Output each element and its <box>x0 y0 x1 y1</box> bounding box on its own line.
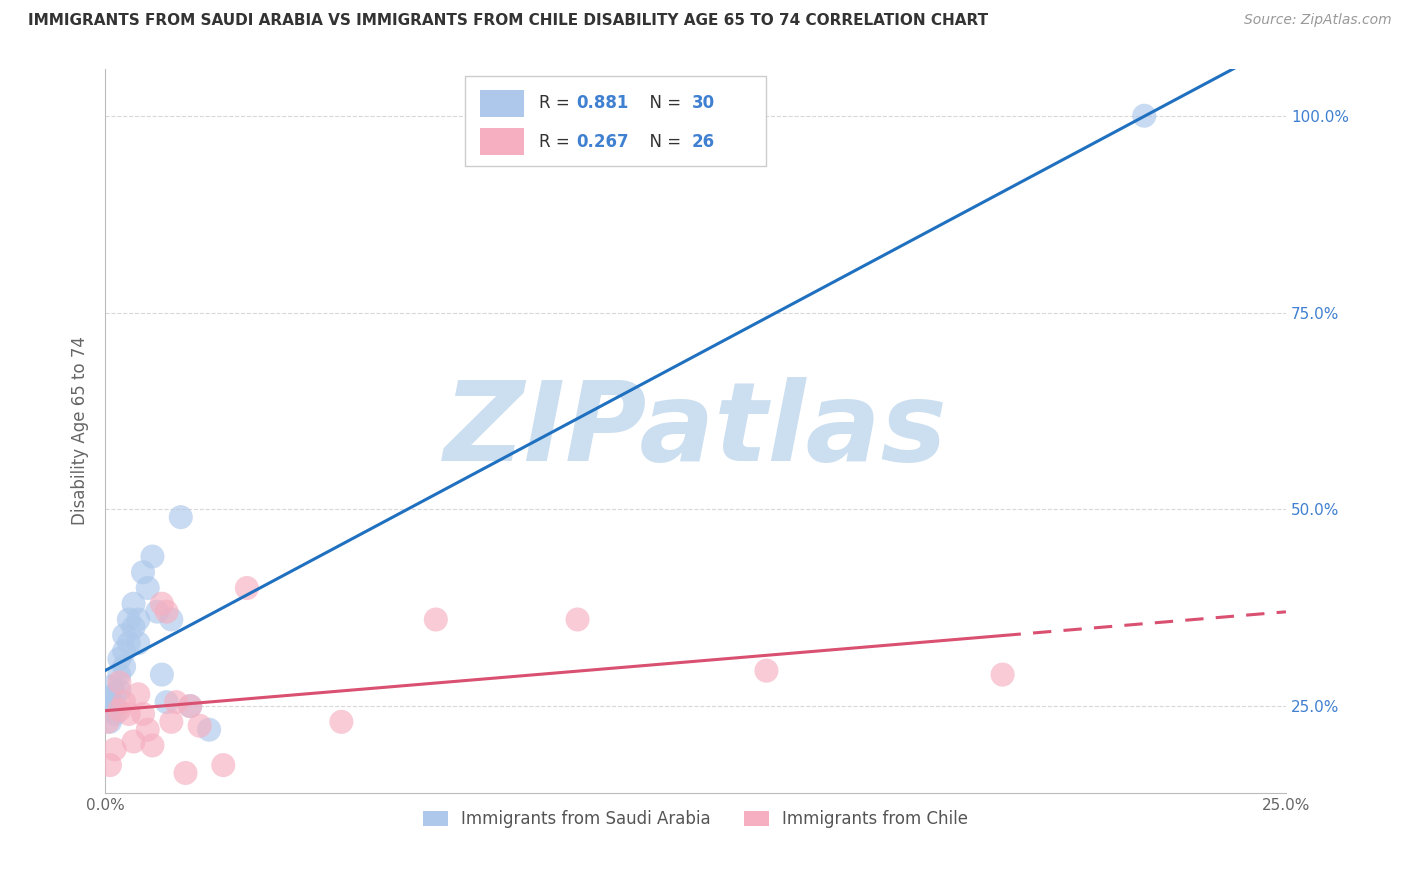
Point <box>165 695 187 709</box>
Point <box>122 620 145 634</box>
Legend: Immigrants from Saudi Arabia, Immigrants from Chile: Immigrants from Saudi Arabia, Immigrants… <box>416 804 976 835</box>
Point <box>104 742 127 756</box>
Point <box>127 687 149 701</box>
FancyBboxPatch shape <box>479 89 524 117</box>
Point <box>179 699 201 714</box>
Text: Source: ZipAtlas.com: Source: ZipAtlas.com <box>1244 13 1392 28</box>
Point <box>146 605 169 619</box>
Point <box>127 612 149 626</box>
Point <box>108 667 131 681</box>
Point <box>330 714 353 729</box>
Point <box>136 581 159 595</box>
Point <box>132 566 155 580</box>
Point <box>104 687 127 701</box>
Point <box>141 549 163 564</box>
Point <box>156 605 179 619</box>
FancyBboxPatch shape <box>479 128 524 155</box>
Point <box>179 699 201 714</box>
Point <box>112 659 135 673</box>
Text: 26: 26 <box>692 133 716 151</box>
Point <box>112 628 135 642</box>
Point <box>104 699 127 714</box>
Point <box>132 706 155 721</box>
Text: N =: N = <box>638 95 686 112</box>
Point <box>236 581 259 595</box>
Point <box>108 675 131 690</box>
Point <box>160 612 183 626</box>
Text: R =: R = <box>538 95 575 112</box>
Point <box>141 739 163 753</box>
Text: ZIPatlas: ZIPatlas <box>444 377 948 484</box>
Text: R =: R = <box>538 133 575 151</box>
Point <box>97 703 120 717</box>
Point <box>755 664 778 678</box>
Point <box>108 703 131 717</box>
Point <box>98 758 121 772</box>
Point <box>97 714 120 729</box>
Point <box>118 706 141 721</box>
Point <box>150 597 173 611</box>
Point <box>122 597 145 611</box>
Point <box>108 683 131 698</box>
Point <box>1133 109 1156 123</box>
Text: N =: N = <box>638 133 686 151</box>
Point <box>127 636 149 650</box>
Point <box>425 612 447 626</box>
Text: 30: 30 <box>692 95 716 112</box>
Point <box>567 612 589 626</box>
FancyBboxPatch shape <box>465 76 766 166</box>
Point <box>118 636 141 650</box>
Text: IMMIGRANTS FROM SAUDI ARABIA VS IMMIGRANTS FROM CHILE DISABILITY AGE 65 TO 74 CO: IMMIGRANTS FROM SAUDI ARABIA VS IMMIGRAN… <box>28 13 988 29</box>
Point <box>198 723 221 737</box>
Point <box>98 714 121 729</box>
Text: 0.881: 0.881 <box>576 95 628 112</box>
Point <box>118 612 141 626</box>
Point <box>104 706 127 721</box>
Point <box>98 691 121 706</box>
Point <box>122 734 145 748</box>
Point <box>212 758 235 772</box>
Y-axis label: Disability Age 65 to 74: Disability Age 65 to 74 <box>72 336 89 525</box>
Point <box>991 667 1014 681</box>
Point <box>160 714 183 729</box>
Point <box>174 766 197 780</box>
Point <box>101 680 124 694</box>
Text: 0.267: 0.267 <box>576 133 628 151</box>
Point <box>112 644 135 658</box>
Point <box>170 510 193 524</box>
Point <box>108 652 131 666</box>
Point <box>188 719 211 733</box>
Point <box>150 667 173 681</box>
Point <box>112 695 135 709</box>
Point <box>136 723 159 737</box>
Point <box>156 695 179 709</box>
